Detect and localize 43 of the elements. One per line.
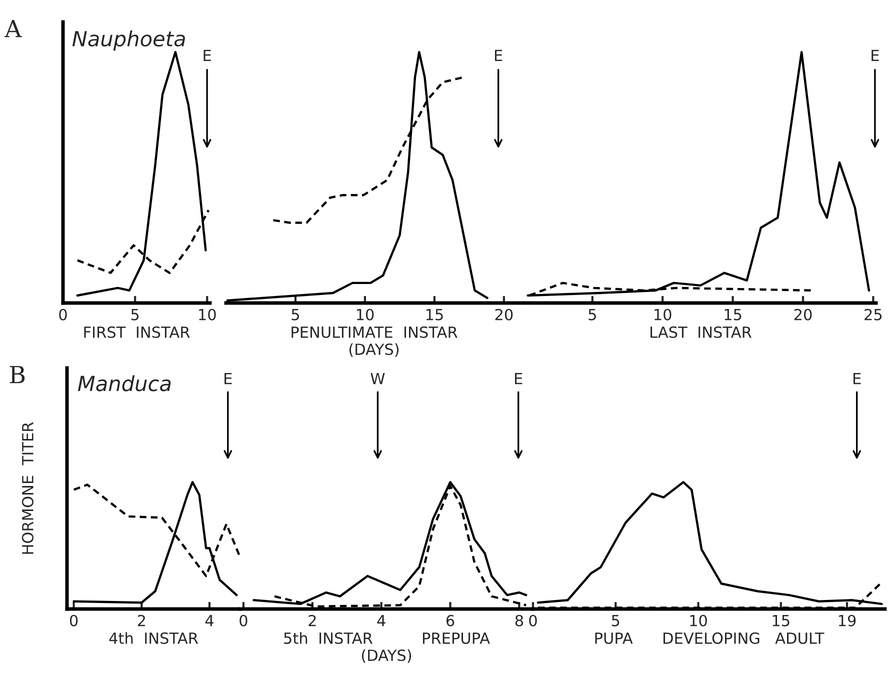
x-tick-label: 0: [59, 308, 67, 320]
x-tick-label: 10: [690, 614, 707, 626]
annotation: E: [872, 50, 879, 61]
x-axis-title: 5th INSTAR PREPUPA (DAYS): [284, 632, 490, 663]
x-tick-label: 5: [612, 615, 620, 626]
x-tick-label: 20: [794, 308, 812, 320]
text: B: [10, 366, 25, 384]
text: E: [224, 372, 232, 384]
x-tick-label: 20: [495, 308, 513, 320]
x-axis-title: FIRST INSTAR: [84, 326, 190, 338]
x-tick-label: 5: [588, 309, 596, 320]
x-tick-label: 0: [240, 614, 248, 626]
x-axis-title: LAST INSTAR: [650, 326, 752, 338]
x-tick-label: 19: [838, 614, 856, 626]
x-tick-label: 10: [654, 308, 672, 320]
x-tick-label: 4: [205, 615, 214, 626]
annotation: E: [204, 50, 211, 61]
x-tick-label: 10: [356, 308, 374, 320]
x-tick-label: 4: [377, 615, 386, 626]
x-axis-title: PENULTIMATE INSTAR (DAYS): [292, 326, 458, 357]
y-axis-title: HORMONE TITER: [22, 422, 34, 554]
x-axis-title: 4th INSTAR: [109, 632, 198, 644]
x-tick-label: 15: [724, 309, 742, 320]
x-tick-label: 8: [515, 614, 524, 626]
x-tick-label: 15: [772, 615, 790, 626]
text: E: [515, 372, 522, 384]
x-tick-label: 2: [138, 614, 145, 626]
x-tick-label: 2: [308, 614, 316, 626]
text: A: [4, 20, 22, 38]
x-tick-label: 15: [426, 309, 443, 320]
x-tick-label: 5: [131, 309, 139, 320]
x-tick-label: 25: [864, 308, 882, 320]
annotation: E: [494, 50, 502, 61]
x-tick-label: 0: [70, 614, 78, 626]
x-tick-label: 5: [292, 309, 300, 320]
x-tick-label: 10: [199, 308, 216, 320]
chart-title: Nauphoeta: [72, 30, 185, 51]
x-tick-label: 6: [446, 614, 454, 626]
x-tick-label: 0: [529, 614, 537, 626]
text: W: [370, 372, 385, 384]
chart-title: Manduca: [78, 375, 171, 392]
text: E: [854, 372, 861, 384]
x-axis-title: PUPA DEVELOPING ADULT: [595, 632, 824, 644]
